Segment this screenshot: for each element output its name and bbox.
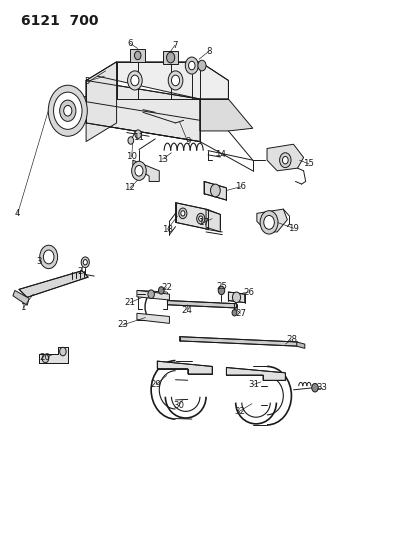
Polygon shape xyxy=(86,80,200,142)
Text: 9: 9 xyxy=(185,137,191,146)
Text: 27: 27 xyxy=(235,309,246,318)
Text: 3: 3 xyxy=(37,257,42,265)
Polygon shape xyxy=(157,361,212,374)
Text: 2: 2 xyxy=(77,268,83,276)
Circle shape xyxy=(199,216,203,221)
Circle shape xyxy=(179,208,187,219)
Polygon shape xyxy=(137,290,169,300)
Circle shape xyxy=(181,211,185,216)
Text: 29: 29 xyxy=(151,380,162,389)
Circle shape xyxy=(42,354,49,363)
Text: 26: 26 xyxy=(243,287,254,296)
Circle shape xyxy=(83,260,87,265)
Polygon shape xyxy=(200,99,253,131)
Text: 19: 19 xyxy=(288,224,299,233)
Circle shape xyxy=(185,57,198,74)
Circle shape xyxy=(233,292,241,303)
Text: 17: 17 xyxy=(198,219,208,228)
Circle shape xyxy=(232,310,237,316)
Text: 32: 32 xyxy=(234,407,245,416)
Circle shape xyxy=(211,184,220,197)
Text: 1: 1 xyxy=(20,303,26,312)
Text: 12: 12 xyxy=(124,183,135,192)
Circle shape xyxy=(64,106,72,116)
Text: 13: 13 xyxy=(157,155,168,164)
Text: 31: 31 xyxy=(248,380,259,389)
Circle shape xyxy=(148,290,154,298)
Text: 15: 15 xyxy=(304,159,315,168)
Polygon shape xyxy=(13,290,29,305)
Text: 20: 20 xyxy=(39,353,50,362)
Circle shape xyxy=(171,75,180,86)
Circle shape xyxy=(312,383,318,392)
Circle shape xyxy=(131,75,139,86)
Text: 28: 28 xyxy=(286,335,297,344)
Circle shape xyxy=(135,51,141,60)
Circle shape xyxy=(132,161,146,180)
Text: 6: 6 xyxy=(127,39,133,48)
Polygon shape xyxy=(117,62,228,99)
Text: 11: 11 xyxy=(133,133,144,142)
Circle shape xyxy=(48,85,87,136)
Polygon shape xyxy=(163,51,177,64)
Polygon shape xyxy=(133,160,159,181)
Polygon shape xyxy=(137,313,169,324)
Polygon shape xyxy=(297,342,305,349)
Text: 24: 24 xyxy=(182,305,193,314)
Circle shape xyxy=(40,245,58,269)
Circle shape xyxy=(197,213,205,224)
Circle shape xyxy=(279,153,291,167)
Polygon shape xyxy=(39,348,68,364)
Polygon shape xyxy=(267,144,304,171)
Text: 14: 14 xyxy=(215,150,226,159)
Polygon shape xyxy=(226,368,285,380)
Circle shape xyxy=(60,348,66,356)
Text: 7: 7 xyxy=(172,41,177,50)
Text: 10: 10 xyxy=(126,152,137,161)
Polygon shape xyxy=(206,209,220,232)
Circle shape xyxy=(218,286,225,295)
Circle shape xyxy=(128,71,142,90)
Circle shape xyxy=(264,215,274,229)
Circle shape xyxy=(135,165,143,176)
Circle shape xyxy=(60,100,76,122)
Polygon shape xyxy=(130,49,145,62)
Circle shape xyxy=(158,287,164,294)
Polygon shape xyxy=(19,271,88,297)
Circle shape xyxy=(168,71,183,90)
Polygon shape xyxy=(175,203,208,229)
Circle shape xyxy=(260,211,278,234)
Text: 16: 16 xyxy=(235,182,246,191)
Polygon shape xyxy=(167,301,237,308)
Polygon shape xyxy=(204,181,226,200)
Text: 33: 33 xyxy=(317,383,327,392)
Text: 8: 8 xyxy=(206,47,212,55)
Text: 18: 18 xyxy=(162,225,173,234)
Circle shape xyxy=(188,61,195,70)
Text: 30: 30 xyxy=(173,401,184,410)
Circle shape xyxy=(166,52,175,63)
Circle shape xyxy=(282,157,288,164)
Polygon shape xyxy=(228,292,245,303)
Text: 5: 5 xyxy=(84,77,90,86)
Text: 23: 23 xyxy=(117,320,128,329)
Text: 4: 4 xyxy=(15,209,20,218)
Text: 6121  700: 6121 700 xyxy=(21,14,98,28)
Circle shape xyxy=(53,92,82,130)
Circle shape xyxy=(198,60,206,71)
Polygon shape xyxy=(180,337,299,346)
Circle shape xyxy=(81,257,89,268)
Circle shape xyxy=(128,137,134,144)
Polygon shape xyxy=(257,209,287,232)
Polygon shape xyxy=(86,62,117,142)
Circle shape xyxy=(43,250,54,264)
Text: 25: 25 xyxy=(217,282,228,291)
Circle shape xyxy=(135,130,142,139)
Text: 22: 22 xyxy=(161,283,172,292)
Text: 21: 21 xyxy=(124,298,135,307)
